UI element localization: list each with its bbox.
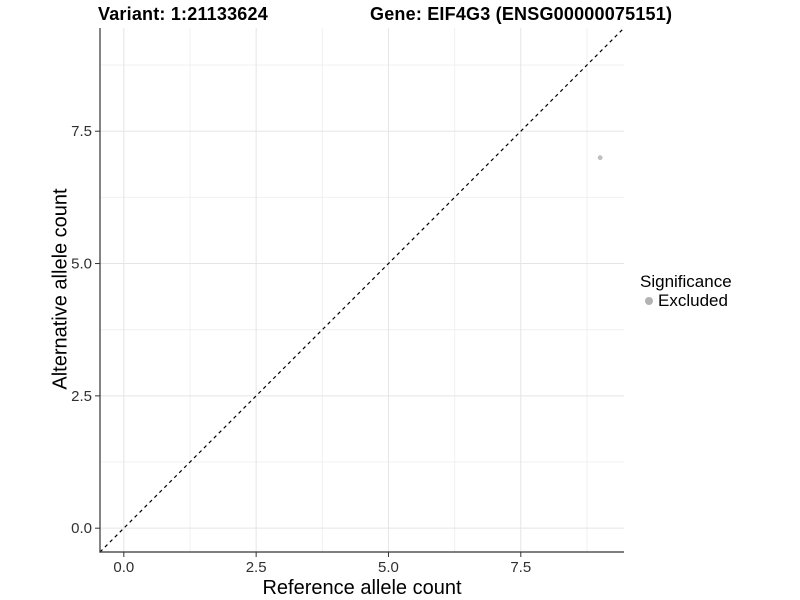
legend-title: Significance [640, 272, 732, 291]
y-tick-label: 2.5 [71, 388, 92, 405]
y-axis-title: Alternative allele count [49, 188, 72, 390]
excluded-point-icon [645, 296, 653, 305]
variant-title: Variant: 1:21133624 [98, 4, 268, 24]
gene-title: Gene: EIF4G3 (ENSG00000075151) [370, 4, 673, 24]
legend-entry-excluded: Excluded [640, 291, 732, 310]
y-tick-label: 0.0 [71, 520, 92, 537]
y-tick-label: 5.0 [71, 256, 92, 273]
x-tick-label: 7.5 [510, 559, 531, 576]
legend: Significance Excluded [640, 272, 732, 310]
x-tick-label: 2.5 [246, 559, 267, 576]
data-point-excluded [597, 155, 603, 161]
y-tick-label: 7.5 [71, 123, 92, 140]
identity-dashed-line [99, 27, 625, 553]
x-axis-title: Reference allele count [262, 577, 462, 599]
x-tick-label: 0.0 [113, 559, 134, 576]
legend-entry-label: Excluded [658, 291, 728, 310]
x-tick-label: 5.0 [378, 559, 399, 576]
